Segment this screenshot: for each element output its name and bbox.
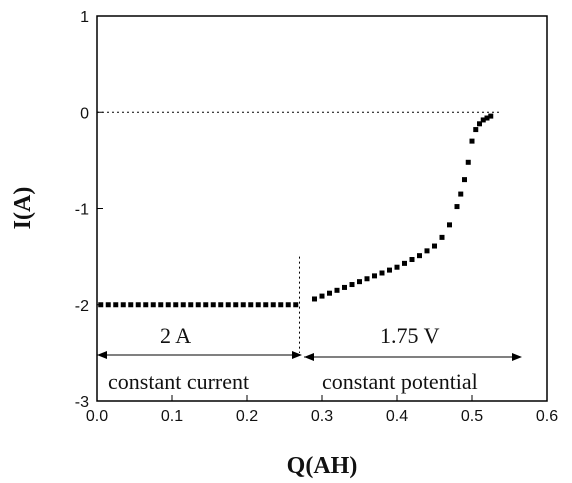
- x-tick-label: 0.5: [461, 408, 483, 425]
- x-axis: 0.0 0.1 0.2 0.3 0.4 0.5 0.6: [86, 395, 558, 425]
- y-axis: 1 0 -1 -2 -3: [75, 9, 103, 411]
- data-point: [458, 191, 464, 197]
- data-point: [278, 302, 284, 308]
- x-tick-label: 0.2: [236, 408, 258, 425]
- data-point: [312, 296, 317, 302]
- data-point: [285, 302, 291, 308]
- data-point: [158, 302, 164, 308]
- data-point: [488, 113, 494, 119]
- data-point: [465, 159, 471, 165]
- data-point: [319, 293, 325, 299]
- data-point: [477, 121, 482, 127]
- data-point: [210, 302, 216, 308]
- data-point: [469, 138, 475, 144]
- data-point: [248, 302, 254, 308]
- data-point: [387, 267, 392, 273]
- left-mode-label: constant current: [108, 369, 249, 394]
- data-point: [150, 302, 156, 308]
- data-point: [379, 270, 385, 276]
- data-point: [439, 234, 445, 240]
- y-axis-title: I(A): [10, 187, 36, 230]
- x-tick-label: 0.1: [161, 408, 183, 425]
- right-mode-arrow-head-right: [512, 353, 522, 361]
- data-point: [143, 302, 149, 308]
- data-point: [293, 302, 299, 308]
- data-point: [188, 302, 194, 308]
- data-point: [113, 302, 119, 308]
- data-point: [342, 284, 347, 290]
- data-point: [180, 302, 186, 308]
- data-point: [240, 302, 246, 308]
- data-point: [473, 127, 479, 133]
- data-point: [128, 302, 134, 308]
- data-point: [203, 302, 209, 308]
- data-point: [447, 222, 452, 228]
- data-point: [255, 302, 261, 308]
- right-mode-arrow-head-left: [304, 353, 314, 361]
- y-tick-label: -1: [75, 202, 89, 219]
- data-points: [98, 113, 494, 308]
- left-mode-arrow-head-left: [97, 351, 107, 359]
- left-mode-arrow-head-right: [292, 351, 302, 359]
- data-point: [372, 273, 377, 279]
- data-point: [409, 257, 415, 263]
- data-point: [218, 302, 224, 308]
- data-point: [263, 302, 269, 308]
- data-point: [454, 204, 460, 210]
- x-tick-label: 0.4: [386, 408, 408, 425]
- annotations: 2 A 1.75 V constant current constant pot…: [97, 323, 522, 394]
- data-point: [233, 302, 239, 308]
- data-point: [432, 243, 437, 249]
- reference-lines: [97, 111, 502, 353]
- y-tick-label: -2: [75, 298, 89, 315]
- data-point: [173, 302, 179, 308]
- data-point: [349, 282, 355, 288]
- data-point: [225, 302, 231, 308]
- data-point: [417, 253, 422, 259]
- data-point: [364, 276, 370, 282]
- right-value-label: 1.75 V: [380, 323, 440, 348]
- left-value-label: 2 A: [160, 323, 191, 348]
- x-axis-title: Q(AH): [287, 453, 358, 479]
- data-point: [270, 302, 276, 308]
- data-point: [402, 260, 407, 266]
- data-point: [120, 302, 126, 308]
- data-point: [424, 248, 430, 254]
- data-point: [135, 302, 141, 308]
- data-point: [462, 177, 467, 183]
- data-point: [357, 279, 362, 285]
- data-point: [334, 287, 340, 293]
- y-tick-label: 1: [80, 9, 89, 26]
- data-point: [480, 117, 486, 123]
- right-mode-label: constant potential: [322, 369, 478, 394]
- x-tick-label: 0.3: [311, 408, 333, 425]
- data-point: [195, 302, 201, 308]
- data-point: [394, 264, 400, 270]
- data-point: [165, 302, 171, 308]
- x-tick-label: 0.6: [536, 408, 558, 425]
- x-tick-label: 0.0: [86, 408, 108, 425]
- data-point: [98, 302, 104, 308]
- y-tick-label: 0: [80, 105, 89, 122]
- data-point: [484, 115, 490, 121]
- data-point: [105, 302, 111, 308]
- y-tick-label: -3: [75, 394, 89, 411]
- data-point: [327, 290, 332, 296]
